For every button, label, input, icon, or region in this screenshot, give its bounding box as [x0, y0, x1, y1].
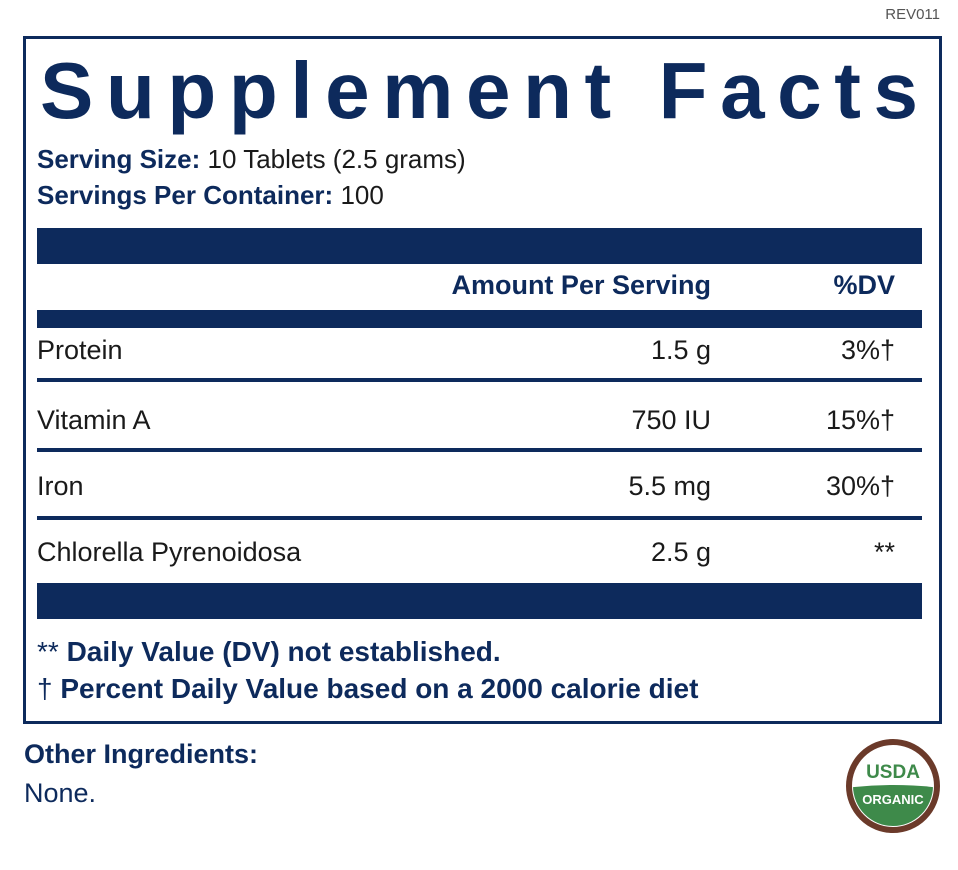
daily-value: 30%†	[825, 471, 895, 501]
amount: 5.5 mg	[628, 471, 711, 501]
title-svg: Supplement Facts	[40, 46, 918, 135]
text: Daily Value (DV) not established.	[66, 636, 501, 667]
amount: 750 IU	[631, 405, 711, 435]
serving-size: Serving Size: 10 Tablets (2.5 grams)	[37, 144, 466, 175]
title: Supplement Facts	[40, 46, 918, 135]
footnote: † Percent Daily Value based on a 2000 ca…	[37, 673, 698, 705]
amount: 2.5 g	[650, 537, 711, 567]
revision: REV011	[885, 6, 940, 23]
servings-per-container: Servings Per Container: 100	[37, 180, 384, 211]
usda-badge: USDA ORGANIC	[846, 739, 940, 833]
label: Servings Per Container:	[37, 180, 334, 210]
mark: †	[37, 673, 53, 704]
text: Percent Daily Value based on a 2000 calo…	[60, 673, 699, 704]
other-ingredients-value: None.	[24, 778, 97, 808]
amount: 1.5 g	[650, 335, 711, 365]
row-line	[37, 516, 922, 520]
daily-value: **	[873, 537, 895, 567]
badge-top: USDA	[866, 762, 920, 783]
value: 10 Tablets (2.5 grams)	[207, 144, 466, 174]
divider-bar	[37, 228, 922, 264]
row-line	[37, 448, 922, 452]
nutrient-name: Vitamin A	[37, 405, 151, 435]
value: 100	[340, 180, 384, 210]
divider-bar	[37, 310, 922, 328]
header-dv: %DV	[833, 270, 895, 300]
daily-value: 15%†	[825, 405, 895, 435]
divider-bar	[37, 583, 922, 619]
header-amount: Amount Per Serving	[451, 270, 711, 300]
row-line	[37, 378, 922, 382]
daily-value: 3%†	[840, 335, 895, 365]
nutrient-name: Chlorella Pyrenoidosa	[37, 537, 302, 567]
footnote: ** Daily Value (DV) not established.	[37, 636, 501, 668]
nutrient-name: Iron	[37, 471, 84, 501]
nutrient-name: Protein	[37, 335, 123, 365]
other-ingredients-label: Other Ingredients:	[24, 739, 259, 769]
badge-bottom: ORGANIC	[862, 792, 924, 807]
label: Serving Size:	[37, 144, 201, 174]
facts-box	[23, 36, 942, 724]
mark: **	[37, 636, 59, 667]
